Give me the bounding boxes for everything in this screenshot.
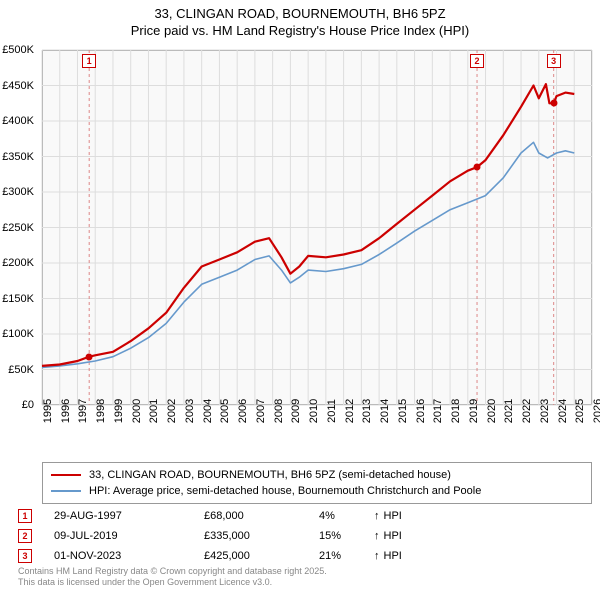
x-tick-label: 2015 xyxy=(397,399,409,423)
footer-line1: Contains HM Land Registry data © Crown c… xyxy=(18,566,327,577)
x-tick-label: 2006 xyxy=(237,399,249,423)
x-tick-label: 2012 xyxy=(344,399,356,423)
x-tick-label: 2000 xyxy=(131,399,143,423)
x-tick-label: 1999 xyxy=(113,399,125,423)
x-tick-label: 2018 xyxy=(450,399,462,423)
chart-marker-box: 1 xyxy=(82,54,96,68)
x-tick-label: 2011 xyxy=(326,399,338,423)
x-tick-label: 1997 xyxy=(77,399,89,423)
marker-pct: 21% xyxy=(319,550,374,562)
y-tick-label: £250K xyxy=(2,222,34,234)
footer: Contains HM Land Registry data © Crown c… xyxy=(18,566,327,588)
x-tick-label: 1998 xyxy=(95,399,107,423)
marker-id-box: 1 xyxy=(18,509,32,523)
marker-suffix: HPI xyxy=(384,530,402,542)
x-tick-label: 2017 xyxy=(432,399,444,423)
chart-container: 33, CLINGAN ROAD, BOURNEMOUTH, BH6 5PZ P… xyxy=(0,0,600,590)
marker-pct: 15% xyxy=(319,530,374,542)
y-tick-label: £100K xyxy=(2,328,34,340)
y-tick-label: £0 xyxy=(22,399,34,411)
x-tick-label: 2025 xyxy=(574,399,586,423)
legend: 33, CLINGAN ROAD, BOURNEMOUTH, BH6 5PZ (… xyxy=(42,462,592,504)
y-tick-label: £150K xyxy=(2,293,34,305)
y-tick-label: £500K xyxy=(2,44,34,56)
chart-marker-box: 2 xyxy=(470,54,484,68)
x-tick-label: 2002 xyxy=(166,399,178,423)
chart-marker-dot xyxy=(86,353,93,360)
x-tick-label: 2023 xyxy=(539,399,551,423)
arrow-up-icon: ↑ xyxy=(374,530,380,542)
marker-suffix: HPI xyxy=(384,550,402,562)
marker-id-box: 3 xyxy=(18,549,32,563)
y-tick-label: £200K xyxy=(2,257,34,269)
y-tick-label: £50K xyxy=(8,364,34,376)
marker-pct: 4% xyxy=(319,510,374,522)
title-line2: Price paid vs. HM Land Registry's House … xyxy=(0,23,600,40)
x-tick-label: 2003 xyxy=(184,399,196,423)
x-tick-label: 1996 xyxy=(60,399,72,423)
x-tick-label: 2019 xyxy=(468,399,480,423)
x-tick-label: 2014 xyxy=(379,399,391,423)
marker-date: 29-AUG-1997 xyxy=(54,510,204,522)
arrow-up-icon: ↑ xyxy=(374,510,380,522)
x-tick-label: 2013 xyxy=(361,399,373,423)
x-tick-label: 2009 xyxy=(290,399,302,423)
chart-marker-box: 3 xyxy=(547,54,561,68)
legend-label: 33, CLINGAN ROAD, BOURNEMOUTH, BH6 5PZ (… xyxy=(89,469,451,481)
x-tick-label: 2005 xyxy=(219,399,231,423)
x-tick-label: 2021 xyxy=(503,399,515,423)
markers-layer: 1 2 3 xyxy=(42,50,592,405)
legend-swatch xyxy=(51,474,81,477)
x-tick-label: 2010 xyxy=(308,399,320,423)
x-tick-label: 2001 xyxy=(148,399,160,423)
marker-table-row: 1 29-AUG-1997£68,0004%↑ HPI xyxy=(18,506,402,526)
legend-swatch xyxy=(51,490,81,492)
y-tick-label: £300K xyxy=(2,186,34,198)
legend-row: HPI: Average price, semi-detached house,… xyxy=(51,483,583,499)
x-axis: 1995199619971998199920002001200220032004… xyxy=(42,408,592,458)
y-tick-label: £350K xyxy=(2,151,34,163)
footer-line2: This data is licensed under the Open Gov… xyxy=(18,577,327,588)
x-tick-label: 2020 xyxy=(486,399,498,423)
marker-date: 01-NOV-2023 xyxy=(54,550,204,562)
legend-row: 33, CLINGAN ROAD, BOURNEMOUTH, BH6 5PZ (… xyxy=(51,467,583,483)
x-tick-label: 2026 xyxy=(592,399,600,423)
marker-price: £335,000 xyxy=(204,530,319,542)
y-axis: £0£50K£100K£150K£200K£250K£300K£350K£400… xyxy=(0,50,38,405)
title-block: 33, CLINGAN ROAD, BOURNEMOUTH, BH6 5PZ P… xyxy=(0,0,600,40)
marker-date: 09-JUL-2019 xyxy=(54,530,204,542)
x-tick-label: 2016 xyxy=(415,399,427,423)
legend-label: HPI: Average price, semi-detached house,… xyxy=(89,485,481,497)
title-line1: 33, CLINGAN ROAD, BOURNEMOUTH, BH6 5PZ xyxy=(0,6,600,23)
chart-marker-dot xyxy=(550,100,557,107)
x-tick-label: 1995 xyxy=(42,399,54,423)
x-tick-label: 2008 xyxy=(273,399,285,423)
x-tick-label: 2007 xyxy=(255,399,267,423)
y-tick-label: £400K xyxy=(2,115,34,127)
marker-table-row: 2 09-JUL-2019£335,00015%↑ HPI xyxy=(18,526,402,546)
marker-price: £425,000 xyxy=(204,550,319,562)
marker-id-box: 2 xyxy=(18,529,32,543)
chart-marker-dot xyxy=(474,164,481,171)
x-tick-label: 2024 xyxy=(557,399,569,423)
chart-area: 1 2 3 xyxy=(42,50,592,405)
x-tick-label: 2022 xyxy=(521,399,533,423)
marker-table: 129-AUG-1997£68,0004%↑HPI209-JUL-2019£33… xyxy=(18,506,402,566)
arrow-up-icon: ↑ xyxy=(374,550,380,562)
marker-table-row: 3 01-NOV-2023£425,00021%↑ HPI xyxy=(18,546,402,566)
x-tick-label: 2004 xyxy=(202,399,214,423)
marker-suffix: HPI xyxy=(384,510,402,522)
y-tick-label: £450K xyxy=(2,80,34,92)
marker-price: £68,000 xyxy=(204,510,319,522)
